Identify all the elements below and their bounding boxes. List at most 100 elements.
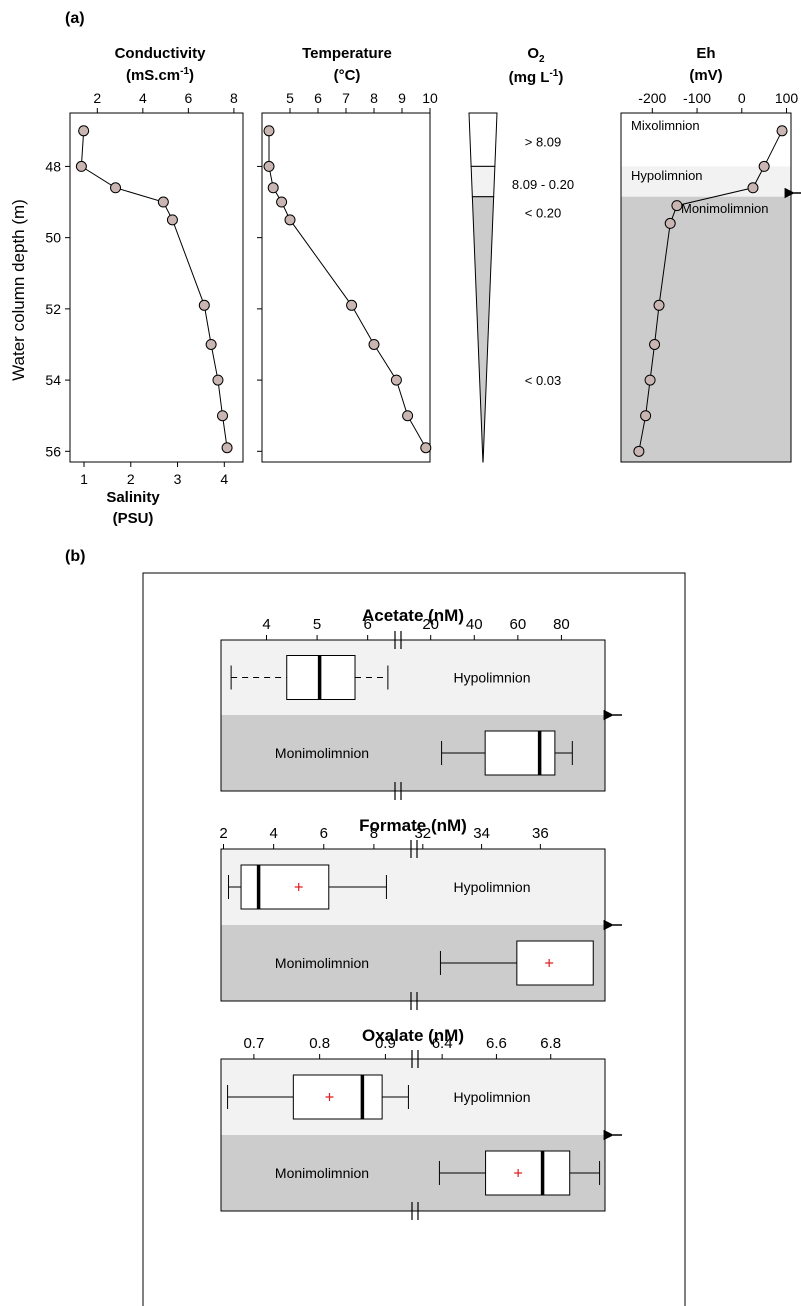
temperature-point — [263, 125, 275, 137]
box-tick-label: 0.8 — [309, 1035, 330, 1052]
box-tick-label: 6 — [363, 616, 371, 633]
conductivity-title: Conductivity — [115, 45, 206, 62]
box-group-label: Hypolimnion — [453, 1089, 530, 1105]
box-tick-label: 60 — [509, 616, 526, 633]
temperature-tick-label: 6 — [314, 90, 322, 106]
eh-unit: (mV) — [689, 67, 722, 84]
box-group-label: Hypolimnion — [453, 879, 530, 895]
hypolimnion-band — [221, 640, 605, 715]
temperature-point — [276, 196, 288, 208]
conductivity-tick-label: 6 — [184, 90, 192, 106]
panel-b-frame — [142, 572, 686, 1306]
temperature-point — [402, 410, 414, 422]
conductivity-tick-label: 4 — [139, 90, 147, 106]
conductivity-point — [205, 338, 217, 350]
box-group-label: Monimolimnion — [275, 1165, 369, 1181]
eh-point — [776, 125, 788, 137]
salinity-tick-label: 1 — [80, 471, 88, 487]
salinity-tick-label: 4 — [220, 471, 228, 487]
o2-band — [470, 165, 496, 198]
box-group: Hypolimnion — [228, 864, 531, 910]
eh-point — [649, 338, 661, 350]
box-chart-title: Formate (nM) — [359, 816, 467, 835]
o2-band-label: < 0.03 — [525, 373, 562, 388]
conductivity-point — [221, 442, 233, 454]
temperature-point — [263, 160, 275, 172]
conductivity-point — [217, 410, 229, 422]
box-tick-label: 80 — [553, 616, 570, 633]
box-tick-label: 0.9 — [375, 1035, 396, 1052]
depth-tick-label: 50 — [45, 230, 61, 246]
box-mean-marker — [325, 1093, 334, 1101]
box-mean-marker — [294, 883, 303, 891]
eh-point — [653, 299, 665, 311]
temperature-series-line — [268, 130, 427, 449]
temperature-frame — [261, 112, 431, 463]
box-tick-label: 34 — [473, 825, 490, 842]
depth-tick-label: 56 — [45, 443, 61, 459]
eh-point — [633, 445, 645, 457]
conductivity-point — [75, 160, 87, 172]
temperature-point — [420, 442, 432, 454]
box-iqr — [484, 730, 556, 776]
temperature-point — [284, 214, 296, 226]
conductivity-unit: (mS.cm-1) — [126, 66, 194, 84]
box-tick-label: 6.6 — [486, 1035, 507, 1052]
conductivity-point — [110, 182, 122, 194]
depth-tick-label: 52 — [45, 301, 61, 317]
box-group: Monimolimnion — [275, 1150, 601, 1196]
eh-series-line — [638, 130, 783, 452]
conductivity-frame — [69, 112, 244, 463]
box-mean-marker — [514, 1169, 523, 1177]
depth-axis-label: Water column depth (m) — [9, 199, 28, 381]
box-group-label: Hypolimnion — [453, 670, 530, 686]
eh-tick-label: 0 — [738, 90, 746, 106]
box-tick-label: 4 — [269, 825, 277, 842]
box-group-label: Monimolimnion — [275, 955, 369, 971]
depth-tick-label: 48 — [45, 158, 61, 174]
o2-unit: (mg L-1) — [509, 68, 564, 86]
eh-tick-label: -200 — [638, 90, 666, 106]
eh-plot: -200 -100 0 100 Mixolimnion Hypolimnion Mon… — [620, 90, 801, 463]
box-iqr — [240, 864, 330, 910]
box-chart-title: Acetate (nM) — [362, 606, 464, 625]
eh-tick-label: -100 — [683, 90, 711, 106]
eh-point — [644, 374, 656, 386]
eh-point — [664, 217, 676, 229]
eh-point — [758, 160, 770, 172]
box-iqr — [292, 1074, 383, 1120]
box-iqr — [516, 940, 594, 986]
temperature-tick-label: 10 — [422, 90, 438, 106]
box-mean-marker — [545, 959, 554, 967]
box-tick-label: 5 — [313, 616, 321, 633]
box-chart: Oxalate (nM) 0.7 0.8 0.9 6.4 6.6 6.8 Hypolimnio… — [220, 1026, 622, 1220]
temperature-tick-label: 8 — [370, 90, 378, 106]
box-tick-label: 6.4 — [432, 1035, 453, 1052]
temperature-point — [368, 338, 380, 350]
conductivity-tick-label: 2 — [93, 90, 101, 106]
box-tick-label: 6.8 — [540, 1035, 561, 1052]
eh-zone-label-mixolimnion: Mixolimnion — [631, 118, 700, 133]
depth-tick-label: 54 — [45, 372, 61, 388]
o2-title: O2 — [527, 45, 545, 65]
conductivity-tick-label: 8 — [230, 90, 238, 106]
temperature-point — [346, 299, 358, 311]
box-tick-label: 40 — [466, 616, 483, 633]
eh-zone-label-monimolimnion: Monimolimnion — [681, 201, 768, 216]
box-group: Hypolimnion — [227, 1074, 531, 1120]
salinity-title: Salinity — [106, 489, 160, 506]
conductivity-plot: 2 4 6 8 1 2 3 4 48 50 52 54 56 — [45, 90, 244, 487]
o2-band-label: > 8.09 — [525, 134, 562, 149]
temperature-point — [390, 374, 402, 386]
box-tick-label: 36 — [532, 825, 549, 842]
box-chart: Acetate (nM) 4 5 6 20 40 60 80 Hypolimnion Monimo… — [220, 606, 622, 800]
salinity-tick-label: 2 — [127, 471, 135, 487]
box-group: Monimolimnion — [275, 730, 573, 776]
o2-band-label: 8.09 - 0.20 — [512, 177, 574, 192]
box-tick-label: 32 — [414, 825, 431, 842]
o2-wedge: > 8.09 8.09 - 0.20 < 0.20 < 0.03 — [468, 112, 574, 463]
conductivity-point — [212, 374, 224, 386]
box-chart-title: Oxalate (nM) — [362, 1026, 464, 1045]
box-group: Monimolimnion — [275, 940, 594, 986]
box-tick-label: 6 — [320, 825, 328, 842]
